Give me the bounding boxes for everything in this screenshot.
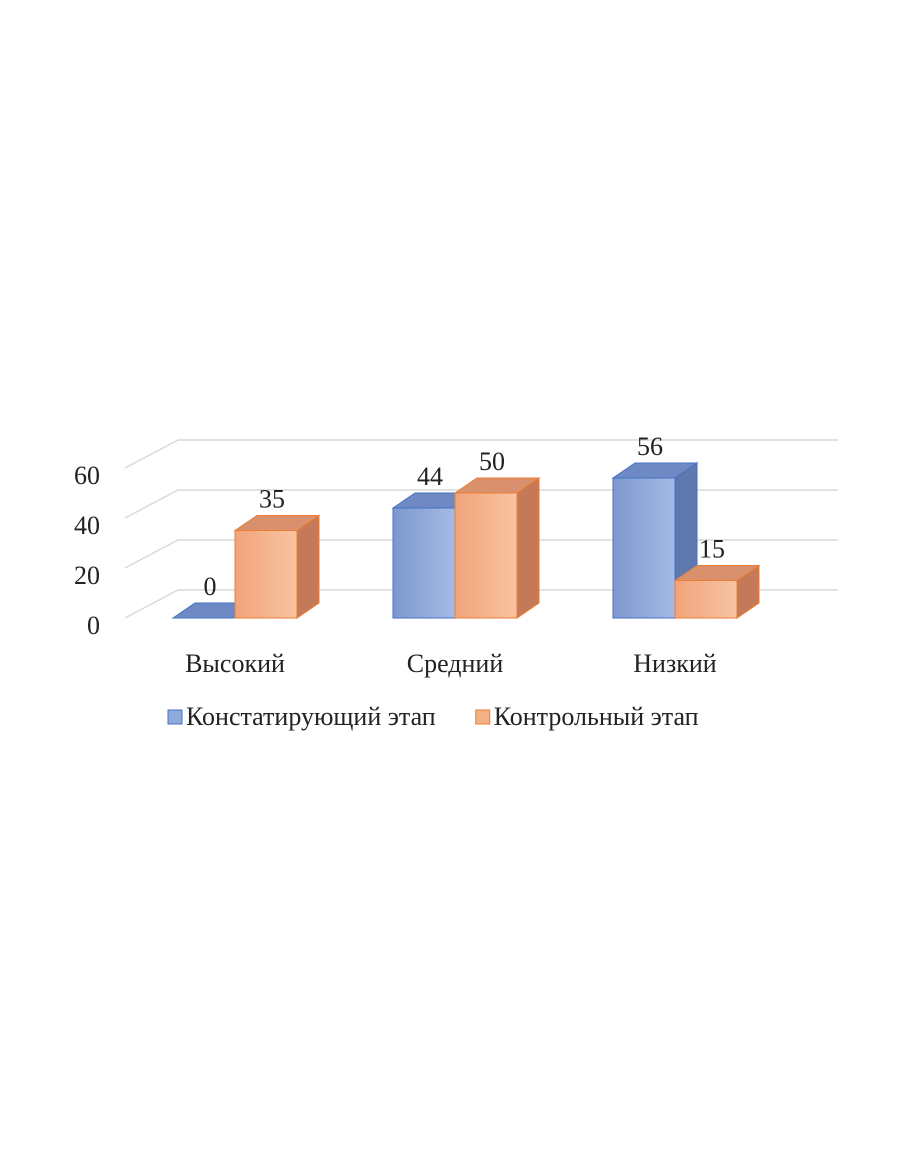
x-tick-label: Средний [407,649,504,678]
bar-side [296,514,320,619]
bar [234,530,298,619]
x-tick-label: Низкий [633,649,717,678]
x-tick-label: Высокий [185,649,285,678]
value-label: 44 [417,462,443,491]
bar [674,580,738,619]
y-tick-label: 40 [74,511,100,540]
value-label: 50 [479,447,505,476]
bar [612,477,676,619]
value-label: 56 [637,432,663,461]
legend-swatch [475,709,491,725]
grid-line [124,439,838,469]
bar [392,507,456,619]
legend-label: Констатирующий этап [186,702,436,731]
value-label: 35 [259,484,285,513]
legend-swatch [167,709,183,725]
bar [454,492,518,619]
y-tick-label: 20 [74,561,100,590]
y-tick-label: 0 [87,611,100,640]
legend-label: Контрольный этап [494,702,699,731]
value-label: 0 [204,572,217,601]
bar-side [516,477,540,619]
value-label: 15 [699,534,725,563]
y-tick-label: 60 [74,461,100,490]
